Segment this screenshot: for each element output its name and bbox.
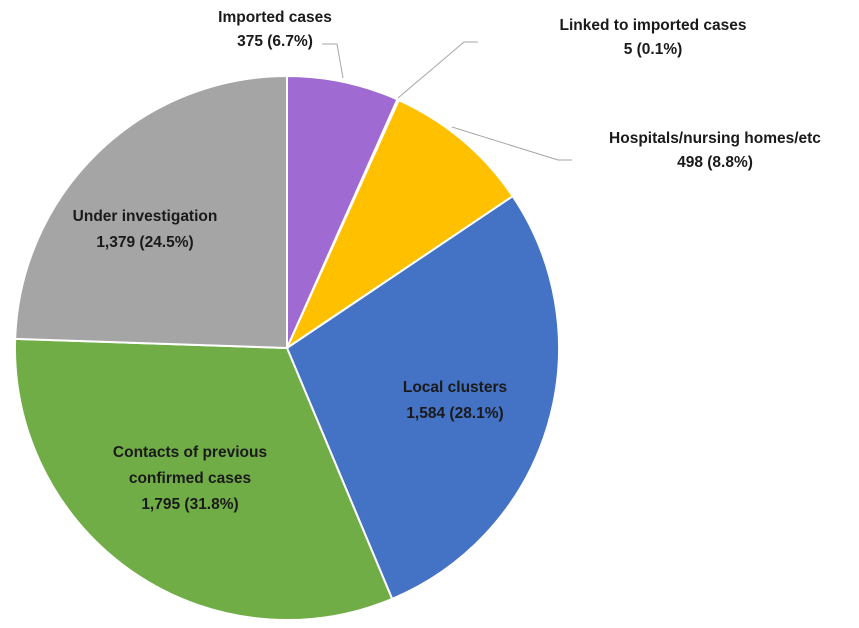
slice-value-text: 498 (8.8%) — [677, 154, 753, 171]
slice-label-under-investigation: Under investigation 1,379 (24.5%) — [73, 208, 218, 251]
slice-label-text: Linked to imported cases — [560, 17, 747, 34]
slice-label-local-clusters: Local clusters 1,584 (28.1%) — [403, 379, 507, 422]
slice-value-text: 1,584 (28.1%) — [406, 405, 503, 422]
slice-value-text: 5 (0.1%) — [624, 41, 683, 58]
leader-lines — [322, 41, 572, 161]
leader-line-imported-cases — [322, 43, 344, 79]
pie-slice-under-investigation — [14, 75, 288, 349]
slice-label-text: Local clusters — [403, 379, 507, 396]
slice-label-text: confirmed cases — [129, 470, 251, 487]
pie-slice-hospitals-nursing-homes-etc — [286, 99, 514, 349]
leader-line-linked-to-imported-cases — [397, 41, 478, 99]
pie-slice-local-clusters — [286, 195, 560, 600]
slice-value-text: 1,795 (31.8%) — [141, 496, 238, 513]
slice-label-text: Under investigation — [73, 208, 218, 225]
leader-line-hospitals-nursing-homes-etc — [451, 126, 572, 161]
slice-label-text: Imported cases — [218, 9, 332, 26]
pie-slice-contacts-of-previous-confirmed-cases — [14, 337, 394, 622]
slice-label-text: Contacts of previous — [113, 444, 267, 461]
slice-value-text: 1,379 (24.5%) — [96, 234, 193, 251]
pie-slice-imported-cases — [286, 75, 399, 349]
slice-label-text: Hospitals/nursing homes/etc — [609, 130, 821, 147]
slice-value-text: 375 (6.7%) — [237, 33, 313, 50]
slice-label-hospitals-nursing-homes-etc: Hospitals/nursing homes/etc 498 (8.8%) — [609, 130, 821, 171]
slice-labels: Imported cases 375 (6.7%) Linked to import… — [73, 9, 822, 513]
slice-label-linked-to-imported-cases: Linked to imported cases 5 (0.1%) — [560, 17, 747, 58]
slice-label-contacts-of-previous-confirmed-cases: Contacts of previous confirmed cases 1,795… — [113, 444, 267, 513]
pie-slices — [14, 75, 560, 622]
slice-label-imported-cases: Imported cases 375 (6.7%) — [218, 9, 332, 50]
